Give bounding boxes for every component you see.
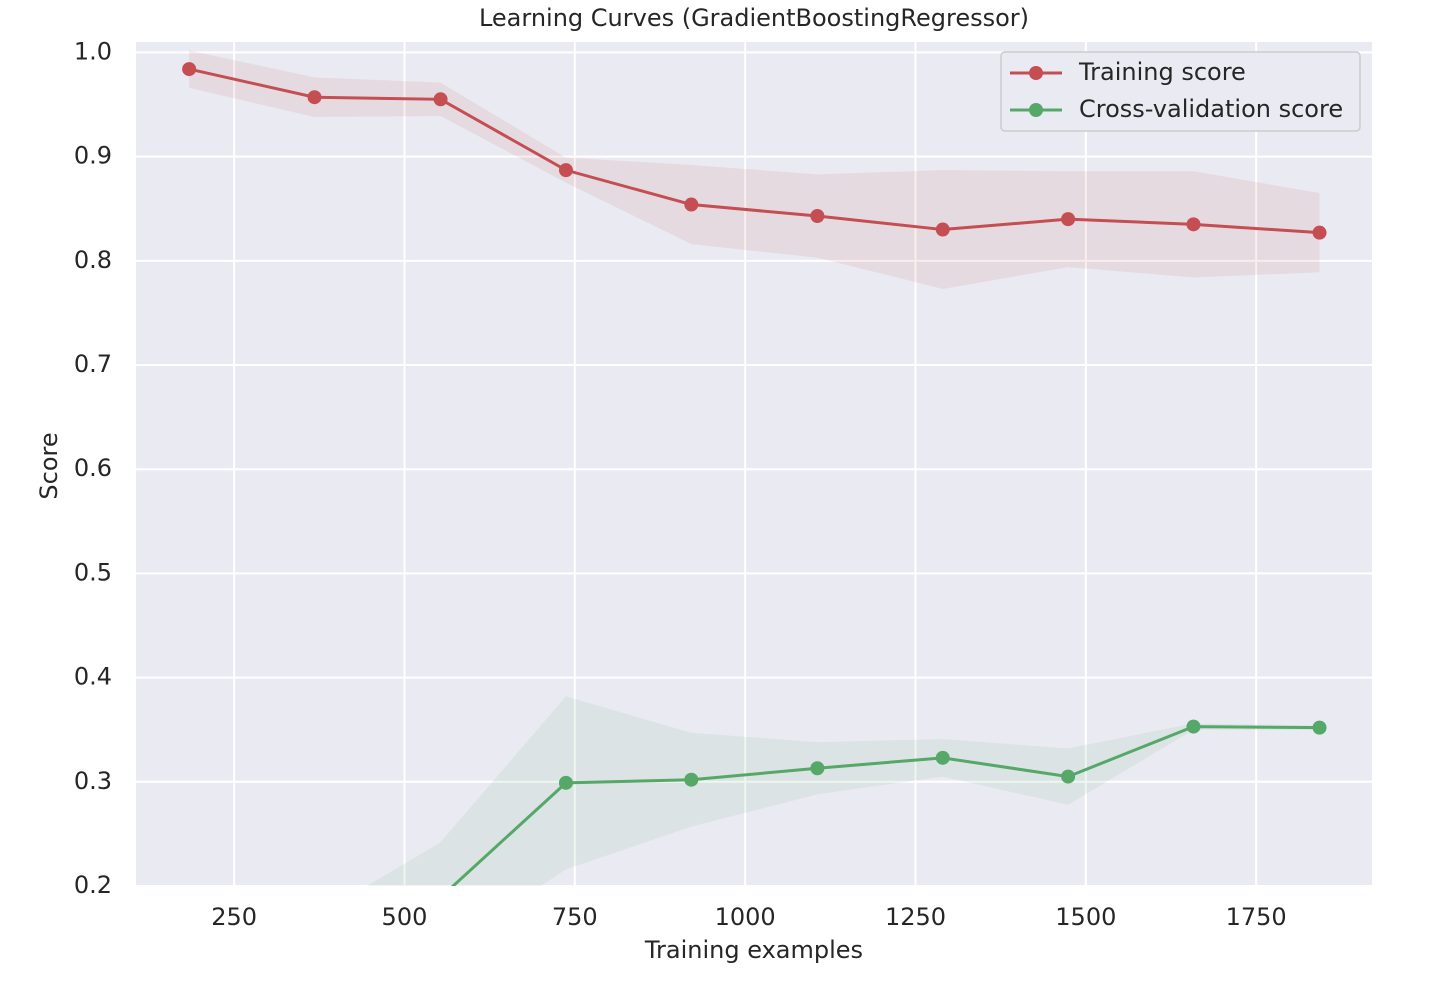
legend-label: Training score (1078, 58, 1246, 86)
y-tick-label: 0.9 (74, 142, 112, 170)
marker (1186, 719, 1201, 734)
y-tick-label: 0.8 (74, 246, 112, 274)
y-tick-label: 0.3 (74, 767, 112, 795)
x-tick-label: 1000 (715, 903, 776, 931)
y-tick-label: 0.4 (74, 663, 112, 691)
marker (308, 962, 322, 976)
chart-title: Learning Curves (GradientBoostingRegress… (479, 4, 1029, 32)
marker (810, 209, 825, 224)
marker (182, 62, 197, 77)
plot-area (136, 42, 1372, 886)
marker (558, 163, 573, 178)
y-tick-label: 0.7 (74, 350, 112, 378)
marker (684, 197, 699, 212)
marker (1312, 720, 1327, 735)
legend-marker (1029, 103, 1043, 117)
line (450, 725, 1320, 886)
x-tick-label: 500 (382, 903, 428, 931)
x-tick-label: 1250 (885, 903, 946, 931)
marker (307, 90, 322, 105)
marker (935, 222, 950, 237)
marker (684, 772, 699, 787)
y-axis-label: Score (35, 432, 63, 499)
y-tick-label: 0.6 (74, 454, 112, 482)
marker (1061, 212, 1076, 227)
marker (433, 92, 448, 107)
line (188, 67, 1320, 235)
y-tick-label: 1.0 (74, 37, 112, 65)
y-tick-label: 0.5 (74, 558, 112, 586)
marker (558, 775, 573, 790)
legend-label: Cross-validation score (1079, 95, 1343, 123)
marker (935, 750, 950, 765)
marker (810, 761, 825, 776)
std-band (367, 696, 1320, 886)
x-axis-label: Training examples (644, 936, 863, 964)
x-tick-label: 1750 (1226, 903, 1287, 931)
x-tick-label: 250 (211, 903, 257, 931)
marker (434, 890, 448, 904)
marker (1312, 225, 1327, 240)
x-tick-label: 1500 (1055, 903, 1116, 931)
legend-marker (1029, 66, 1043, 80)
marker (1061, 769, 1076, 784)
marker (1186, 217, 1201, 232)
legend-box (1000, 51, 1361, 132)
x-tick-label: 750 (552, 903, 598, 931)
y-tick-label: 0.2 (74, 871, 112, 899)
std-band (189, 50, 1320, 289)
